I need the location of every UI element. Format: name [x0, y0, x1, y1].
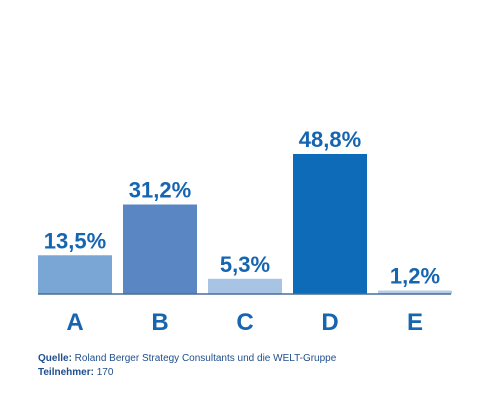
- category-label-b: B: [151, 309, 168, 336]
- category-label-a: A: [66, 309, 83, 336]
- source-key: Quelle:: [38, 353, 72, 364]
- participants-key: Teilnehmer:: [38, 367, 94, 378]
- bar-a: [38, 255, 112, 294]
- category-label-c: C: [236, 309, 253, 336]
- participants-note: Teilnehmer: 170: [38, 366, 336, 380]
- source-value: Roland Berger Strategy Consultants und d…: [71, 353, 337, 364]
- value-label-c: 5,3%: [220, 252, 270, 277]
- value-label-d: 48,8%: [299, 127, 361, 152]
- bar-b: [123, 204, 197, 294]
- chart-footer: Quelle: Roland Berger Strategy Consultan…: [38, 352, 336, 380]
- value-label-b: 31,2%: [129, 177, 191, 202]
- category-label-e: E: [407, 309, 423, 336]
- value-label-e: 1,2%: [390, 264, 440, 289]
- bar-c: [208, 278, 282, 294]
- participants-value: 170: [93, 367, 114, 378]
- source-note: Quelle: Roland Berger Strategy Consultan…: [38, 352, 336, 366]
- value-label-a: 13,5%: [44, 228, 106, 253]
- bar-e: [378, 290, 452, 294]
- category-label-d: D: [321, 309, 338, 336]
- bar-d: [293, 154, 367, 294]
